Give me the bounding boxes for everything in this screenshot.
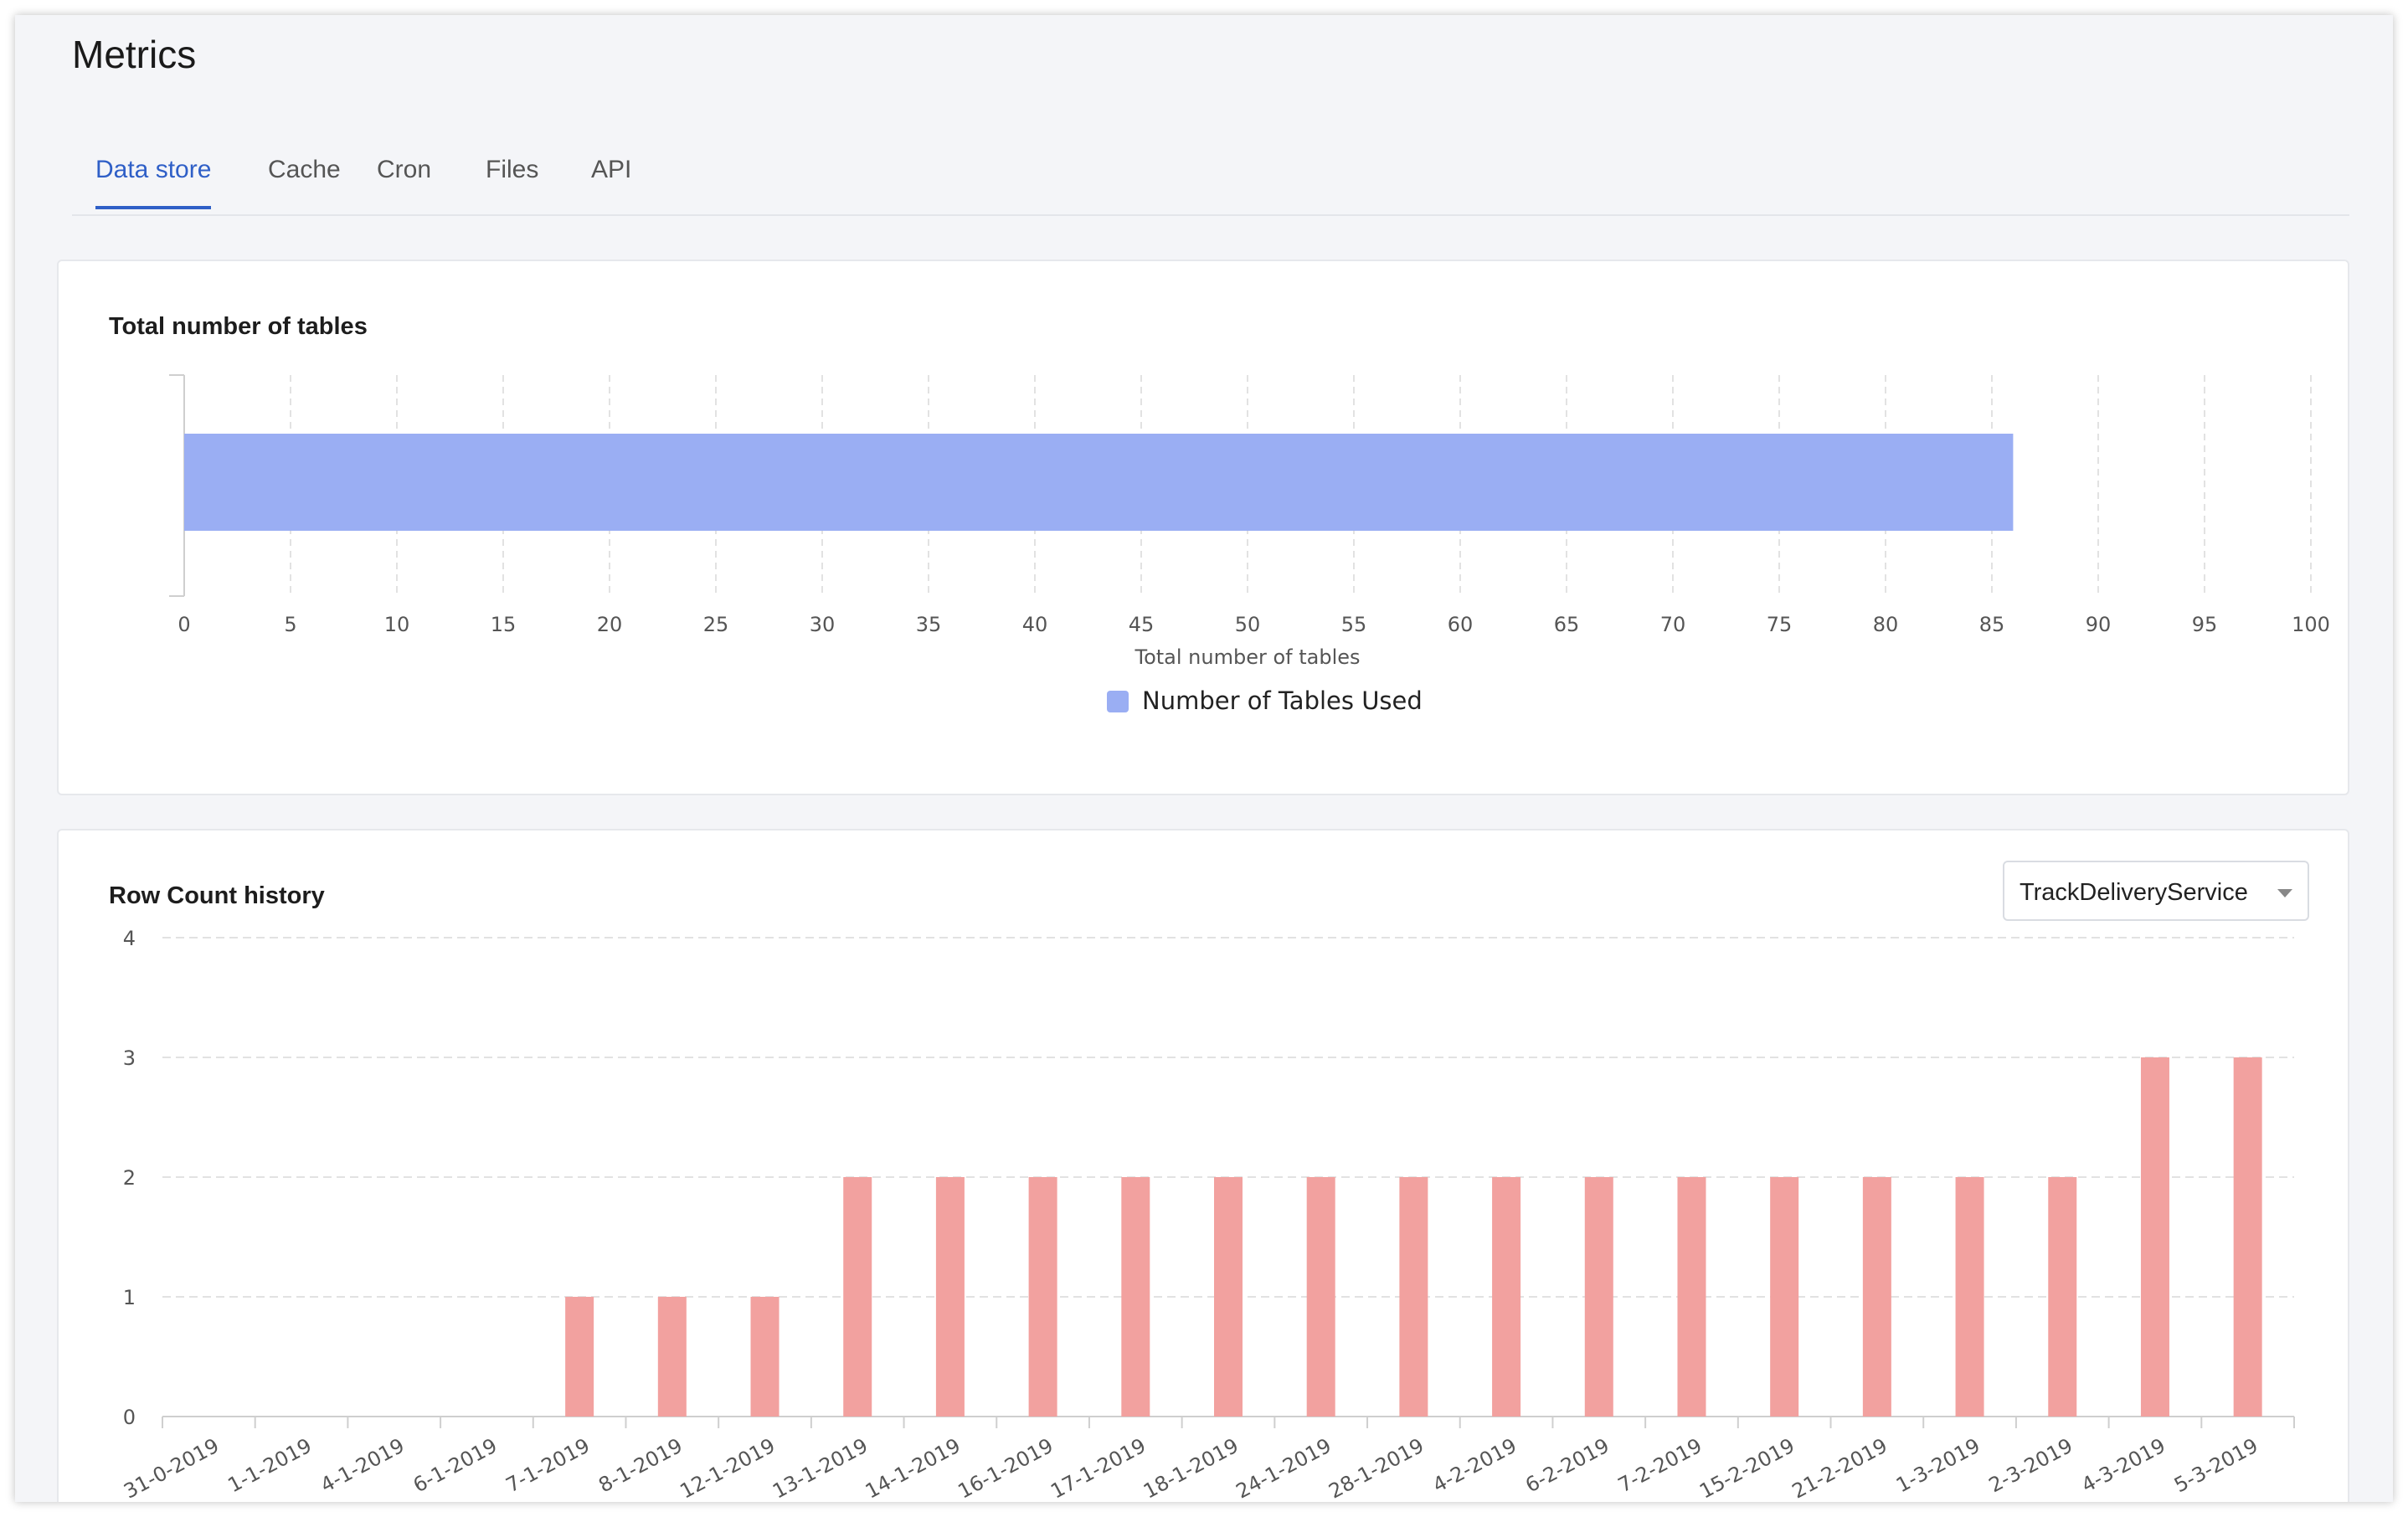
x-tick-label: 8-1-2019 <box>594 1434 686 1498</box>
row-count-bar <box>1121 1177 1150 1417</box>
x-tick-label: 100 <box>2292 613 2330 636</box>
tab-divider <box>72 214 2349 216</box>
x-tick-label: 16-1-2019 <box>954 1434 1057 1502</box>
x-tick-label: 15-2-2019 <box>1695 1434 1798 1502</box>
legend-swatch <box>1107 691 1129 712</box>
row-count-bar <box>2233 1057 2262 1417</box>
tables-chart: 0 5 10 15 20 25 30 35 40 45 50 55 60 65 70 75 80 85 90 95 10… <box>169 374 2330 715</box>
row-count-bar <box>1677 1177 1706 1417</box>
x-tick-label: 35 <box>916 613 942 636</box>
x-tick-label: 25 <box>703 613 729 636</box>
x-tick-label: 1-1-2019 <box>224 1434 316 1498</box>
legend-label: Number of Tables Used <box>1142 687 1423 715</box>
tab-cache[interactable]: Cache <box>268 156 341 183</box>
x-tick-label: 4-1-2019 <box>316 1434 408 1498</box>
x-tick-label: 28-1-2019 <box>1325 1434 1428 1502</box>
x-tick-label: 95 <box>2192 613 2218 636</box>
x-tick-label: 7-2-2019 <box>1614 1434 1706 1498</box>
x-tick-label: 15 <box>491 613 517 636</box>
tables-bar <box>184 434 2014 531</box>
x-tick-label: 7-1-2019 <box>502 1434 594 1498</box>
x-tick-label: 10 <box>384 613 410 636</box>
x-tick-label: 65 <box>1554 613 1580 636</box>
x-tick-label: 18-1-2019 <box>1140 1434 1243 1502</box>
x-tick-label: 20 <box>597 613 623 636</box>
x-tick-label: 55 <box>1341 613 1367 636</box>
x-tick-label: 4-2-2019 <box>1429 1434 1520 1498</box>
x-tick-label: 5-3-2019 <box>2170 1434 2261 1498</box>
x-tick-label: 30 <box>810 613 836 636</box>
x-tick-label: 4-3-2019 <box>2077 1434 2169 1498</box>
row-count-bar <box>1028 1177 1057 1417</box>
x-tick-label: 6-1-2019 <box>409 1434 501 1498</box>
row-count-bar <box>565 1297 594 1417</box>
page-title: Metrics <box>72 33 197 76</box>
metrics-window: Metrics Data store Cache Cron Files API … <box>15 15 2393 1502</box>
row-count-bar <box>2048 1177 2077 1417</box>
row-count-bar <box>2140 1057 2169 1417</box>
y-tick-label: 1 <box>123 1286 136 1309</box>
row-count-card: Row Count history TrackDeliveryService 0… <box>57 829 2349 1502</box>
row-count-bar <box>1955 1177 1984 1417</box>
x-tick-label: 17-1-2019 <box>1047 1434 1150 1502</box>
x-tick-label: 31-0-2019 <box>120 1434 223 1502</box>
row-count-bar <box>843 1177 872 1417</box>
tab-cron[interactable]: Cron <box>377 156 432 183</box>
x-tick-label: 90 <box>2086 613 2112 636</box>
x-tick-label: 24-1-2019 <box>1232 1434 1335 1502</box>
y-tick-label: 4 <box>123 927 136 950</box>
y-tick-label: 2 <box>123 1166 136 1190</box>
row-count-bar <box>1492 1177 1521 1417</box>
service-select-value: TrackDeliveryService <box>2020 879 2248 906</box>
x-tick-label: 2-3-2019 <box>1985 1434 2076 1498</box>
tables-card: Total number of tables 0 5 10 15 20 25 30 35 40 4… <box>57 260 2349 795</box>
x-tick-label: 21-2-2019 <box>1788 1434 1891 1502</box>
tables-card-title: Total number of tables <box>109 313 368 340</box>
row-count-bar <box>1306 1177 1335 1417</box>
y-tick-label: 0 <box>123 1406 136 1429</box>
x-tick-label: 85 <box>1979 613 2005 636</box>
x-axis-label: Total number of tables <box>1134 645 1360 669</box>
tab-data-store[interactable]: Data store <box>95 156 212 209</box>
x-tick-label: 40 <box>1022 613 1048 636</box>
row-count-bar <box>1862 1177 1891 1417</box>
x-tick-label: 6-2-2019 <box>1521 1434 1613 1498</box>
row-count-card-title: Row Count history <box>109 882 325 909</box>
x-tick-label: 13-1-2019 <box>769 1434 872 1502</box>
x-tick-label: 60 <box>1448 613 1474 636</box>
row-count-bar <box>1214 1177 1243 1417</box>
row-count-bar <box>657 1297 687 1417</box>
tab-files[interactable]: Files <box>486 156 539 183</box>
x-tick-label: 1-3-2019 <box>1892 1434 1984 1498</box>
row-count-bar <box>1770 1177 1799 1417</box>
x-tick-label: 50 <box>1235 613 1261 636</box>
x-tick-label: 14-1-2019 <box>862 1434 965 1502</box>
tab-api[interactable]: API <box>591 156 632 183</box>
x-tick-label: 80 <box>1873 613 1899 636</box>
row-count-bar <box>750 1297 780 1417</box>
x-tick-label: 12-1-2019 <box>677 1434 780 1502</box>
x-tick-label: 45 <box>1129 613 1155 636</box>
x-tick-label: 0 <box>178 613 190 636</box>
x-tick-label: 70 <box>1660 613 1686 636</box>
row-count-bar <box>935 1177 965 1417</box>
service-select[interactable]: TrackDeliveryService <box>2003 861 2309 921</box>
row-count-bar <box>1584 1177 1613 1417</box>
tab-bar: Data store Cache Cron Files API <box>72 141 2349 216</box>
row-count-bar <box>1399 1177 1428 1417</box>
y-tick-label: 3 <box>123 1046 136 1070</box>
x-tick-label: 75 <box>1767 613 1793 636</box>
x-tick-label: 5 <box>284 613 296 636</box>
chevron-down-icon <box>2277 889 2292 897</box>
